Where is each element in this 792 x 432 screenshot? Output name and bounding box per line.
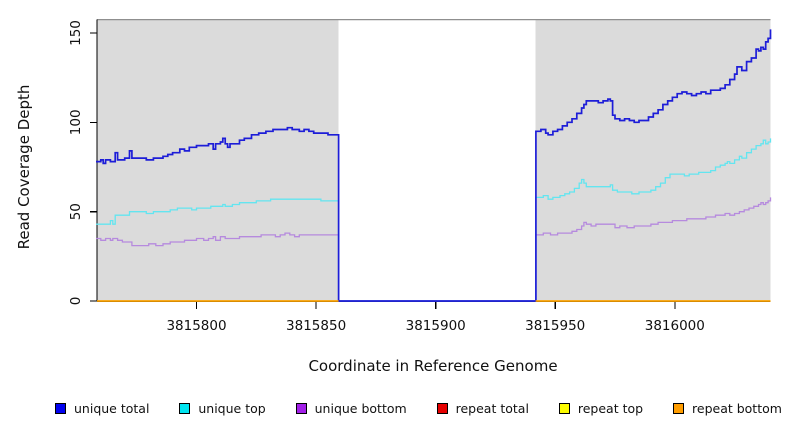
legend-label: unique top — [198, 400, 266, 416]
legend-item-repeat-top: repeat top — [558, 400, 644, 416]
series-line-unique-bottom — [96, 197, 772, 302]
series-line-unique-top — [96, 138, 772, 302]
x-tick-label: 3815850 — [286, 318, 346, 334]
x-tick-label: 3816000 — [645, 318, 705, 334]
y-tick-label: 0 — [68, 297, 84, 306]
x-axis-title: Coordinate in Reference Genome — [308, 357, 558, 375]
x-tick-label: 3815900 — [406, 318, 466, 334]
y-tick-label: 100 — [68, 109, 84, 135]
legend-swatch-repeat-top — [558, 402, 570, 414]
legend-label: repeat top — [577, 400, 644, 416]
legend-item-repeat-total: repeat total — [436, 400, 529, 416]
legend-label: unique total — [74, 400, 150, 416]
legend: unique total unique top unique bottom repea… — [55, 398, 782, 418]
legend-item-repeat-bottom: repeat bottom — [673, 401, 782, 416]
legend-label: repeat total — [455, 400, 529, 416]
y-tick-label: 50 — [68, 203, 84, 220]
x-tick-label: 3815800 — [166, 318, 226, 334]
covered-region-shading — [97, 20, 339, 301]
legend-item-unique-top: unique top — [179, 400, 266, 416]
legend-swatch-unique-top — [179, 402, 191, 414]
y-tick-label: 150 — [68, 20, 84, 46]
legend-swatch-unique-total — [55, 402, 66, 414]
legend-swatch-repeat-total — [436, 402, 448, 414]
legend-label: repeat bottom — [692, 400, 782, 416]
covered-region-shading — [535, 20, 771, 301]
legend-swatch-repeat-bottom — [673, 402, 685, 414]
series-line-unique-total — [96, 29, 772, 302]
y-axis-title: Read Coverage Depth — [15, 84, 33, 250]
legend-item-unique-total: unique total — [55, 401, 149, 416]
x-tick-label: 3815950 — [525, 318, 585, 334]
legend-label: unique bottom — [314, 400, 407, 416]
legend-item-unique-bottom: unique bottom — [295, 400, 407, 416]
legend-swatch-unique-bottom — [295, 402, 307, 414]
